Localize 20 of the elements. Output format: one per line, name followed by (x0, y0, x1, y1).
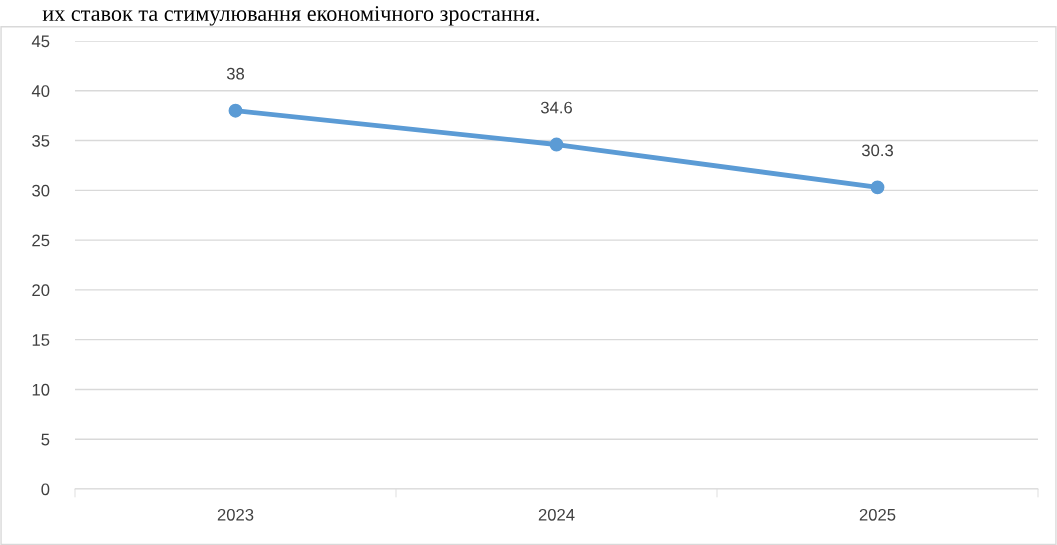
x-tick-label: 2025 (859, 508, 896, 521)
y-tick-label: 15 (32, 334, 50, 346)
y-tick-label: 5 (41, 433, 50, 446)
data-label: 34.6 (540, 101, 572, 114)
text: их ставок та стимулювання економічного зростання. (42, 6, 539, 26)
y-tick-label: 45 (31, 35, 50, 48)
data-label: 30.3 (861, 144, 893, 157)
data-label: 38 (226, 67, 245, 80)
point (549, 137, 564, 152)
point (870, 180, 885, 195)
x-tick-label: 2023 (217, 508, 254, 521)
y-tick-label: 35 (32, 134, 50, 147)
y-tick-label: 0 (41, 483, 50, 496)
x-tick-label: 2024 (538, 508, 575, 521)
y-tick-label: 25 (32, 234, 50, 247)
y-tick-label: 30 (32, 184, 50, 197)
point (228, 103, 243, 118)
y-tick-label: 10 (32, 383, 50, 396)
y-tick-label: 40 (31, 85, 50, 97)
y-tick-label: 20 (32, 284, 50, 297)
